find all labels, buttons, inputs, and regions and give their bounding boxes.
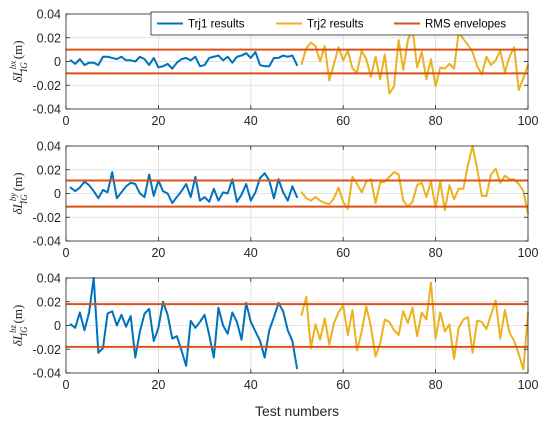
x-tick-label: 80 [429,114,443,128]
y-axis-label: δLbyIG(m) [8,172,29,214]
panel-3: 0 20 40 60 80 100 0.04 0.02 0 -0.02 -0.04 δLbzIG(m) [8,272,538,393]
x-tick-label: 40 [244,114,258,128]
x-tick-label: 20 [151,246,165,260]
y-tick-label: 0.04 [37,140,61,154]
y-tick-label: 0 [54,55,61,69]
trj2-series-line [300,145,529,215]
y-tick-label: -0.04 [33,235,62,249]
y-tick-label: 0.02 [37,163,61,177]
trj2-series-line [300,281,529,371]
y-axis-label: δLbzIG(m) [8,305,29,347]
y-tick-label: 0 [54,187,61,201]
y-tick-label: 0.04 [37,272,61,286]
x-tick-label: 20 [151,378,165,392]
y-tick-label: -0.04 [33,103,62,117]
x-tick-label: 60 [336,378,350,392]
trj1-series-line [69,277,298,370]
y-tick-label: 0.02 [37,31,61,45]
x-axis-label: Test numbers [255,403,339,419]
trj1-series-line [69,51,298,70]
y-tick-label: -0.02 [33,211,62,225]
x-tick-label: 100 [518,114,539,128]
x-tick-label: 100 [518,378,539,392]
y-tick-label: 0.02 [37,295,61,309]
x-tick-label: 60 [336,114,350,128]
x-tick-label: 80 [429,378,443,392]
legend: Trj1 results Trj2 results RMS envelopes [150,11,529,36]
x-tick-label: 20 [151,114,165,128]
x-tick-label: 80 [429,246,443,260]
panel-2: 0 20 40 60 80 100 0.04 0.02 0 -0.02 -0.04 δLbyIG(m) [8,140,538,261]
x-tick-label: 40 [244,246,258,260]
y-tick-label: -0.02 [33,343,62,357]
y-tick-label: 0 [54,319,61,333]
legend-label-1: Trj1 results [188,19,245,31]
x-tick-label: 0 [63,378,70,392]
x-tick-label: 40 [244,378,258,392]
x-tick-label: 0 [63,246,70,260]
y-axis-label: δLbxIG(m) [8,40,29,82]
x-tick-label: 0 [63,114,70,128]
legend-label-3: RMS envelopes [425,19,506,31]
x-tick-label: 60 [336,246,350,260]
y-tick-label: 0.04 [37,8,61,22]
legend-box [150,11,529,36]
x-tick-label: 100 [518,246,539,260]
y-tick-label: -0.04 [33,367,62,381]
legend-label-2: Trj2 results [307,19,364,31]
y-tick-label: -0.02 [33,79,62,93]
